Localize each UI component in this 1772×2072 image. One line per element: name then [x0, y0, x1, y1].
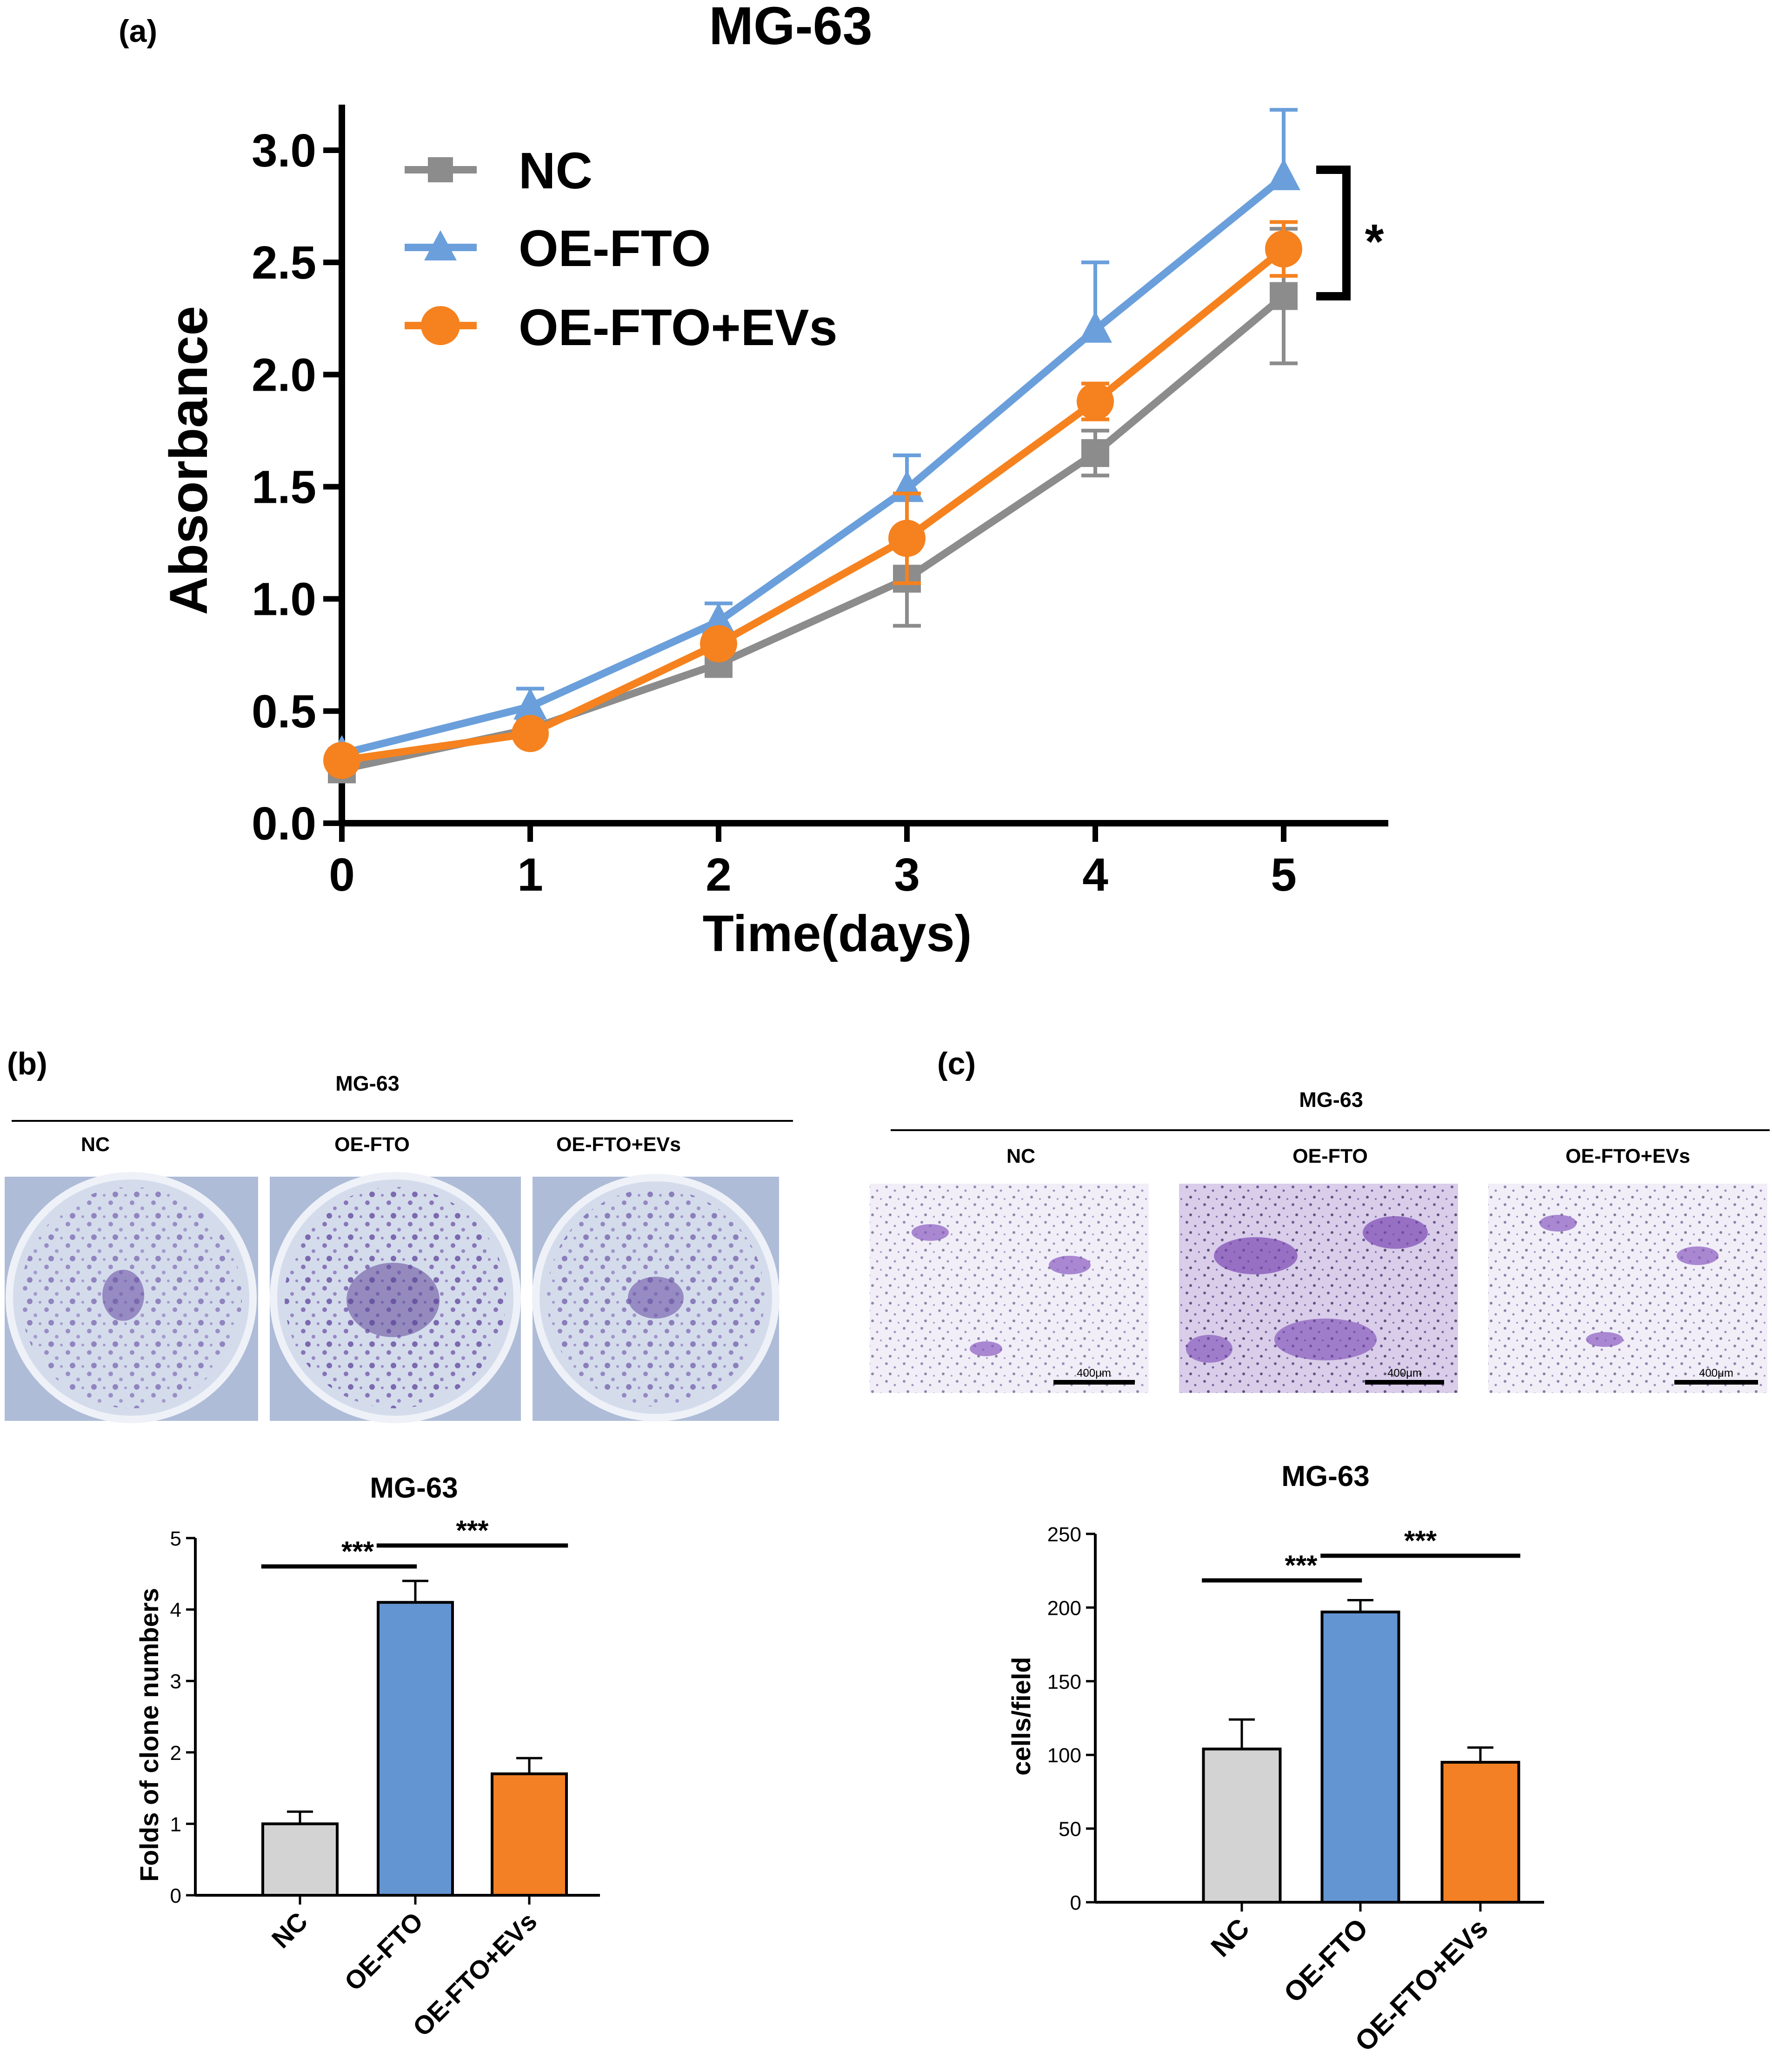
point-oe-fto — [702, 602, 735, 634]
chart-c-ylabel: cells/field — [1006, 1657, 1036, 1775]
legend-oe-fto-label: OE-FTO — [519, 220, 711, 277]
chart-c-ytick-label: 150 — [1047, 1671, 1081, 1693]
panel-b-group-oe-fto-evs: OE-FTO+EVs — [556, 1133, 681, 1156]
point-oe-fto-evs — [1265, 230, 1302, 268]
bar-nc — [261, 1822, 339, 1897]
panel-c-group-oe-fto: OE-FTO — [1292, 1145, 1368, 1167]
chart-a-axes: 0.0 0.5 1.0 1.5 2.0 2.5 3.0 0 1 2 3 4 5 — [252, 105, 1388, 901]
point-oe-fto-evs — [700, 625, 737, 663]
significance-label: *** — [341, 1536, 374, 1567]
bar-oe-fto — [1320, 1610, 1400, 1904]
chart-a-xtick-label: 5 — [1271, 849, 1297, 901]
panel-c-group-oe-fto-evs: OE-FTO+EVs — [1565, 1145, 1690, 1167]
chart-c-ytick-label: 50 — [1059, 1818, 1081, 1841]
point-oe-fto — [1079, 311, 1112, 343]
chart-b-ytick-label: 5 — [170, 1527, 181, 1550]
series-line-oe-fto-evs — [341, 246, 1286, 764]
legend-nc-marker — [428, 157, 453, 182]
panel-c-header: MG-63 — [1299, 1088, 1363, 1112]
chart-a-title: MG-63 — [709, 0, 872, 56]
scale-bar-nc-label: 400μm — [1077, 1367, 1111, 1379]
chart-b-bars: *** *** — [261, 1515, 568, 1897]
transwell-image-nc: 400μm — [870, 1184, 1149, 1393]
point-oe-fto-evs — [323, 741, 360, 779]
chart-a-series — [323, 108, 1302, 784]
chart-a-ytick-label: 0.5 — [252, 686, 316, 738]
panel-b-group-oe-fto: OE-FTO — [334, 1133, 410, 1156]
chart-b-category-label: NC — [266, 1906, 313, 1954]
bar-nc — [1202, 1747, 1282, 1904]
chart-a-ytick-label: 2.0 — [252, 349, 316, 401]
chart-a-legend: NC OE-FTO OE-FTO+EVs — [405, 142, 838, 356]
chart-a-ytick-label: 3.0 — [252, 125, 316, 177]
point-oe-fto — [513, 688, 547, 720]
transwell-image-oe-fto-evs: 400μm — [1488, 1184, 1767, 1393]
point-oe-fto-evs — [1077, 383, 1114, 420]
transwell-image-oe-fto: 400μm — [1179, 1184, 1458, 1393]
chart-b-ytick-label: 2 — [170, 1742, 181, 1765]
chart-b-ytick-label: 4 — [170, 1599, 181, 1622]
chart-c-category-label: NC — [1205, 1912, 1256, 1963]
colony-dish-nc — [5, 1172, 258, 1423]
bar-oe-fto-evs — [491, 1772, 568, 1897]
chart-a-ytick-label: 1.5 — [252, 461, 316, 513]
chart-c-title: MG-63 — [1281, 1460, 1369, 1492]
chart-b-ytick-label: 0 — [170, 1885, 181, 1907]
legend-oe-fto-marker — [424, 230, 457, 260]
point-oe-fto — [1267, 158, 1300, 190]
chart-a-xtick-label: 3 — [894, 849, 920, 901]
chart-a-significance-star: * — [1365, 214, 1384, 269]
bar-oe-fto-evs — [1440, 1761, 1520, 1904]
panel-a: (a) MG-63 0.0 0.5 1.0 1.5 2.0 2.5 3.0 0 1 2 3 4 5 Ab… — [119, 0, 1388, 962]
colony-dish-oe-fto — [270, 1172, 521, 1423]
chart-a-ytick-label: 2.5 — [252, 237, 316, 289]
chart-c-category-label: OE-FTO — [1278, 1912, 1374, 2009]
chart-c-ytick-label: 100 — [1047, 1744, 1081, 1767]
panel-c-label: (c) — [937, 1046, 976, 1081]
colony-dish-oe-fto-evs — [532, 1174, 779, 1421]
chart-c-ytick-label: 250 — [1047, 1523, 1081, 1546]
significance-label: *** — [1404, 1525, 1437, 1556]
series-line-oe-fto — [341, 174, 1286, 758]
panel-c: (c) MG-63 NC OE-FTO OE-FTO+EVs 400μm 400… — [870, 1046, 1770, 2058]
chart-a-xtick-label: 0 — [329, 849, 355, 901]
chart-a-xlabel: Time(days) — [703, 905, 972, 962]
scale-bar-oe-fto-label: 400μm — [1387, 1367, 1422, 1379]
significance-label: *** — [456, 1515, 489, 1546]
chart-b-title: MG-63 — [370, 1472, 458, 1504]
point-nc — [1270, 282, 1298, 310]
chart-a-ylabel: Absorbance — [159, 306, 219, 615]
point-oe-fto-evs — [888, 520, 926, 557]
point-nc — [1081, 439, 1109, 467]
panel-b-group-nc: NC — [81, 1133, 110, 1156]
chart-b-ytick-label: 1 — [170, 1813, 181, 1836]
panel-b-label: (b) — [7, 1046, 47, 1081]
legend-oe-fto-evs-marker — [421, 306, 460, 345]
chart-a-significance-bracket — [1316, 166, 1351, 300]
panel-b-header: MG-63 — [335, 1072, 400, 1095]
chart-c-ytick-label: 200 — [1047, 1597, 1081, 1619]
chart-b-ytick-label: 3 — [170, 1670, 181, 1693]
chart-b-ylabel: Folds of clone numbers — [134, 1588, 164, 1882]
panel-a-label: (a) — [119, 13, 157, 49]
chart-b-category-label: OE-FTO — [339, 1906, 428, 1996]
chart-a-xtick-label: 4 — [1082, 849, 1108, 901]
scale-bar-oe-fto-evs-label: 400μm — [1699, 1367, 1733, 1379]
legend-oe-fto-evs-label: OE-FTO+EVs — [519, 299, 838, 356]
chart-a-xtick-label: 1 — [517, 849, 543, 901]
point-oe-fto-evs — [512, 715, 549, 753]
panel-c-group-nc: NC — [1006, 1145, 1035, 1167]
panel-b: (b) MG-63 NC OE-FTO OE-FTO+EVs MG-63 0 1 2… — [5, 1046, 793, 2042]
chart-a-xtick-label: 2 — [706, 849, 732, 901]
chart-c-ytick-label: 0 — [1070, 1892, 1081, 1914]
legend-nc-label: NC — [519, 142, 593, 200]
chart-a-ytick-label: 1.0 — [252, 573, 316, 626]
bar-oe-fto — [377, 1601, 454, 1897]
chart-a-ytick-label: 0.0 — [252, 798, 316, 850]
chart-c-bars: *** *** — [1202, 1525, 1520, 1904]
significance-label: *** — [1285, 1550, 1318, 1581]
